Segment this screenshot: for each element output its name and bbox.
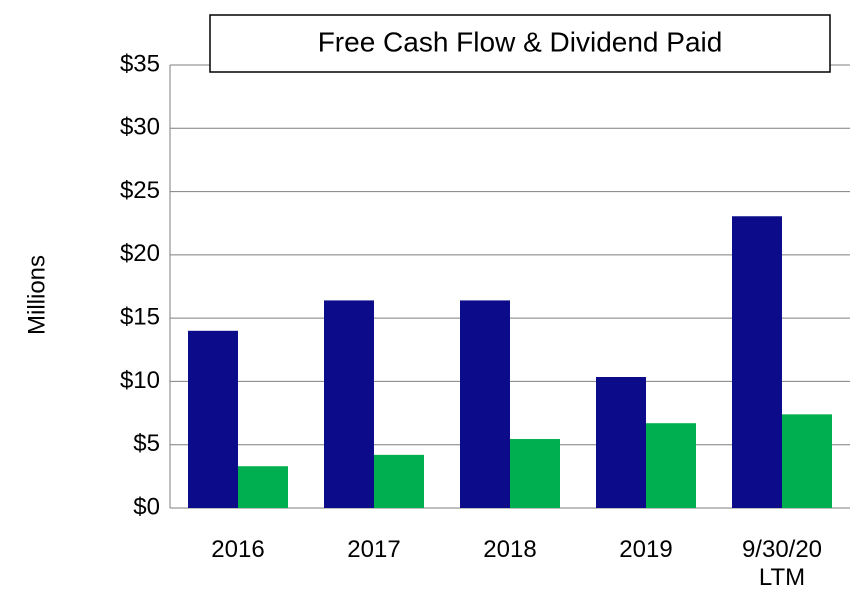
bar: [374, 454, 424, 508]
bar: [646, 423, 696, 508]
y-tick-label: $20: [120, 240, 160, 267]
y-tick-label: $30: [120, 114, 160, 141]
x-tick-label: 9/30/20 LTM: [741, 536, 823, 591]
y-tick-label: $25: [120, 177, 160, 204]
title-box: [209, 14, 831, 73]
x-tick-label: 2019: [619, 536, 673, 563]
bar: [510, 439, 560, 508]
y-tick-label: $5: [133, 430, 160, 457]
bar: [238, 466, 288, 508]
bar: [732, 216, 782, 508]
x-tick-label: 2017: [347, 536, 401, 563]
chart-title: Free Cash Flow & Dividend Paid: [318, 26, 723, 57]
x-tick-label: 2018: [483, 536, 537, 563]
y-tick-label: $10: [120, 367, 160, 394]
bar: [596, 376, 646, 508]
bar: [460, 300, 510, 508]
bar: [324, 300, 374, 508]
y-axis-label: Millions: [23, 255, 50, 335]
bar: [782, 414, 832, 508]
y-tick-label: $35: [120, 50, 160, 77]
x-tick-label: 2016: [211, 536, 265, 563]
y-tick-label: $15: [120, 303, 160, 330]
bar: [188, 330, 238, 508]
y-tick-label: $0: [133, 493, 160, 520]
